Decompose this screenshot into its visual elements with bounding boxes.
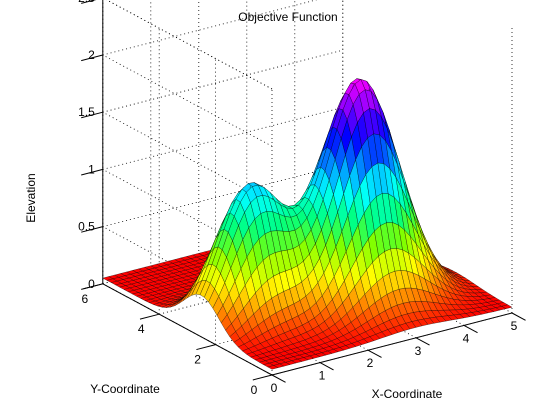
surface-patch <box>501 304 513 309</box>
z-tick-mark <box>81 168 103 176</box>
y-tick-label: 6 <box>81 292 88 306</box>
z-tick-mark <box>81 111 103 119</box>
grid-line <box>102 54 273 147</box>
chart-title: Objective Function <box>238 10 337 24</box>
z-axis-label: Elevation <box>24 173 38 222</box>
y-tick-label: 0 <box>251 383 258 397</box>
y-axis-line <box>102 283 273 376</box>
x-axis-line <box>271 312 513 376</box>
x-tick-label: 5 <box>511 319 518 333</box>
y-axis-label: Y-Coordinate <box>90 382 160 396</box>
grid-line <box>102 49 343 113</box>
axis-layer <box>81 0 526 383</box>
grid-line <box>106 0 273 90</box>
x-tick-label: 0 <box>271 381 278 395</box>
z-tick-label: 2.5 <box>78 0 95 5</box>
z-tick-mark <box>81 226 103 233</box>
z-tick-label: 0 <box>88 277 95 291</box>
x-tick-mark <box>271 374 286 383</box>
x-tick-mark <box>415 337 430 346</box>
grid-line <box>102 107 343 170</box>
z-tick-label: 0.5 <box>78 220 95 234</box>
x-tick-label: 3 <box>415 344 422 358</box>
grid-line <box>102 0 318 56</box>
x-tick-mark <box>367 349 382 358</box>
z-tick-mark <box>81 283 103 290</box>
x-tick-label: 2 <box>367 356 374 370</box>
x-tick-label: 1 <box>319 369 326 383</box>
x-tick-mark <box>511 312 526 321</box>
z-tick-mark <box>81 54 103 62</box>
y-tick-mark <box>252 374 273 381</box>
z-tick-label: 1 <box>88 162 95 176</box>
y-tick-mark <box>139 313 160 320</box>
z-tick-label: 1.5 <box>78 105 95 119</box>
x-tick-mark <box>319 362 334 371</box>
y-tick-mark <box>196 344 216 351</box>
x-tick-label: 4 <box>463 331 470 345</box>
z-tick-label: 2 <box>88 48 95 62</box>
x-axis-label: X-Coordinate <box>372 387 443 401</box>
y-tick-label: 2 <box>194 353 201 367</box>
z-tick-mark <box>81 0 97 4</box>
x-tick-mark <box>463 324 478 334</box>
surface-mesh <box>102 78 513 370</box>
y-tick-label: 4 <box>138 322 145 336</box>
